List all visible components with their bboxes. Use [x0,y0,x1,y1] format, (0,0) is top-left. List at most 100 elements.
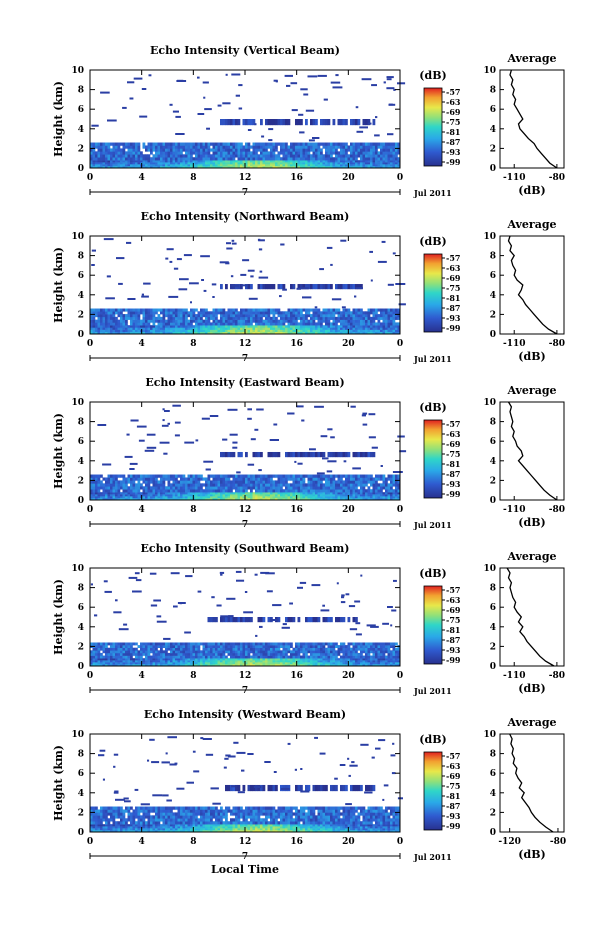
heatmap-cell [117,331,121,335]
heatmap-cell [115,650,118,654]
heatmap-cell [345,498,348,501]
heatmap-cell [362,166,366,169]
heatmap-cell [387,486,391,490]
heatmap-cell [360,658,363,661]
heatmap-cell [155,647,158,651]
heatmap-cell [240,498,243,501]
heatmap-cell [352,480,356,484]
colorbar-tick-label: -63 [446,429,461,439]
heatmap-cell [385,486,388,490]
heatmap-cell [165,662,168,665]
heatmap-cell [387,314,391,318]
heatmap-cell [155,151,158,155]
heatmap-cell [247,483,251,487]
heatmap-cell [245,480,248,484]
heatmap-cell [192,662,196,665]
heatmap-cell [247,151,251,155]
heatmap-cell [332,660,336,663]
heatmap-cell [330,263,333,266]
heatmap-cell [130,322,133,326]
heatmap-cell [175,496,178,499]
heatmap-cell [380,145,383,149]
heatmap-cell [212,314,216,318]
heatmap-cell [387,494,391,497]
heatmap-cell [225,477,228,481]
heatmap-cell [117,327,121,330]
heatmap-cell [300,498,303,501]
heatmap-cell [200,483,203,487]
heatmap-cell [250,489,253,493]
heatmap-cell [245,483,248,487]
heatmap-cell [92,162,96,165]
heatmap-cell [187,662,191,665]
heatmap-cell [242,162,246,165]
heatmap-cell [175,650,178,654]
heatmap-cell [390,308,393,312]
heatmap-cell [172,325,176,328]
heatmap-cell [362,164,366,167]
heatmap-cell [325,331,328,335]
heatmap-cell [175,148,178,152]
heatmap-cell [287,145,291,149]
heatmap-cell [387,160,391,163]
heatmap-cell [135,157,138,161]
heatmap-cell [207,162,211,165]
heatmap-cell [115,492,118,495]
heatmap-cell [92,642,96,646]
heatmap-cell [357,311,361,315]
heatmap-cell [140,658,143,661]
heatmap-cell [155,494,158,497]
heatmap-cell [250,316,253,320]
heatmap-cell [217,164,221,167]
heatmap-cell [142,642,146,646]
heatmap-cell [277,486,281,490]
heatmap-cell [145,160,148,163]
heatmap-cell [237,119,241,126]
heatmap-cell [390,151,393,155]
heatmap-cell [343,460,347,463]
heatmap-cell [360,160,363,163]
heatmap-cell [120,494,123,497]
heatmap-cell [235,94,240,97]
heatmap-cell [270,157,273,161]
heatmap-cell [202,145,206,149]
heatmap-cell [282,492,286,495]
heatmap-cell [195,329,198,333]
heatmap-cell [161,424,169,427]
heatmap-cell [370,498,373,501]
heatmap-cell [160,492,163,495]
heatmap-cell [285,142,288,146]
heatmap-cell [127,160,131,163]
heatmap-cell [347,319,351,323]
heatmap-cell [372,142,376,146]
heatmap-cell [360,322,363,326]
heatmap-cell [180,480,183,484]
heatmap-cell [257,160,261,163]
heatmap-cell [102,486,106,490]
heatmap-cell [180,151,183,155]
heatmap-cell [145,652,148,656]
heatmap-cell [110,474,113,478]
heatmap-cell [155,658,158,661]
heatmap-cell [352,154,356,158]
heatmap-cell [175,647,178,651]
heatmap-cell [372,148,376,152]
heatmap-cell [317,662,321,665]
heatmap-cell [162,655,166,659]
heatmap-cell [187,164,191,167]
heatmap-cell [395,160,398,163]
heatmap-cell [322,662,326,665]
heatmap-cell [282,164,286,167]
heatmap-cell [320,322,323,326]
heatmap-cell [187,477,191,481]
heatmap-cell [227,660,231,663]
heatmap-cell [190,650,193,654]
heatmap-cell [97,327,101,330]
heatmap-cell [225,148,228,152]
heatmap-cell [297,492,301,495]
heatmap-cell [115,164,118,167]
heatmap-cell [205,316,208,320]
heatmap-cell [381,240,386,243]
heatmap-cell [285,662,288,665]
heatmap-cell [222,145,226,149]
